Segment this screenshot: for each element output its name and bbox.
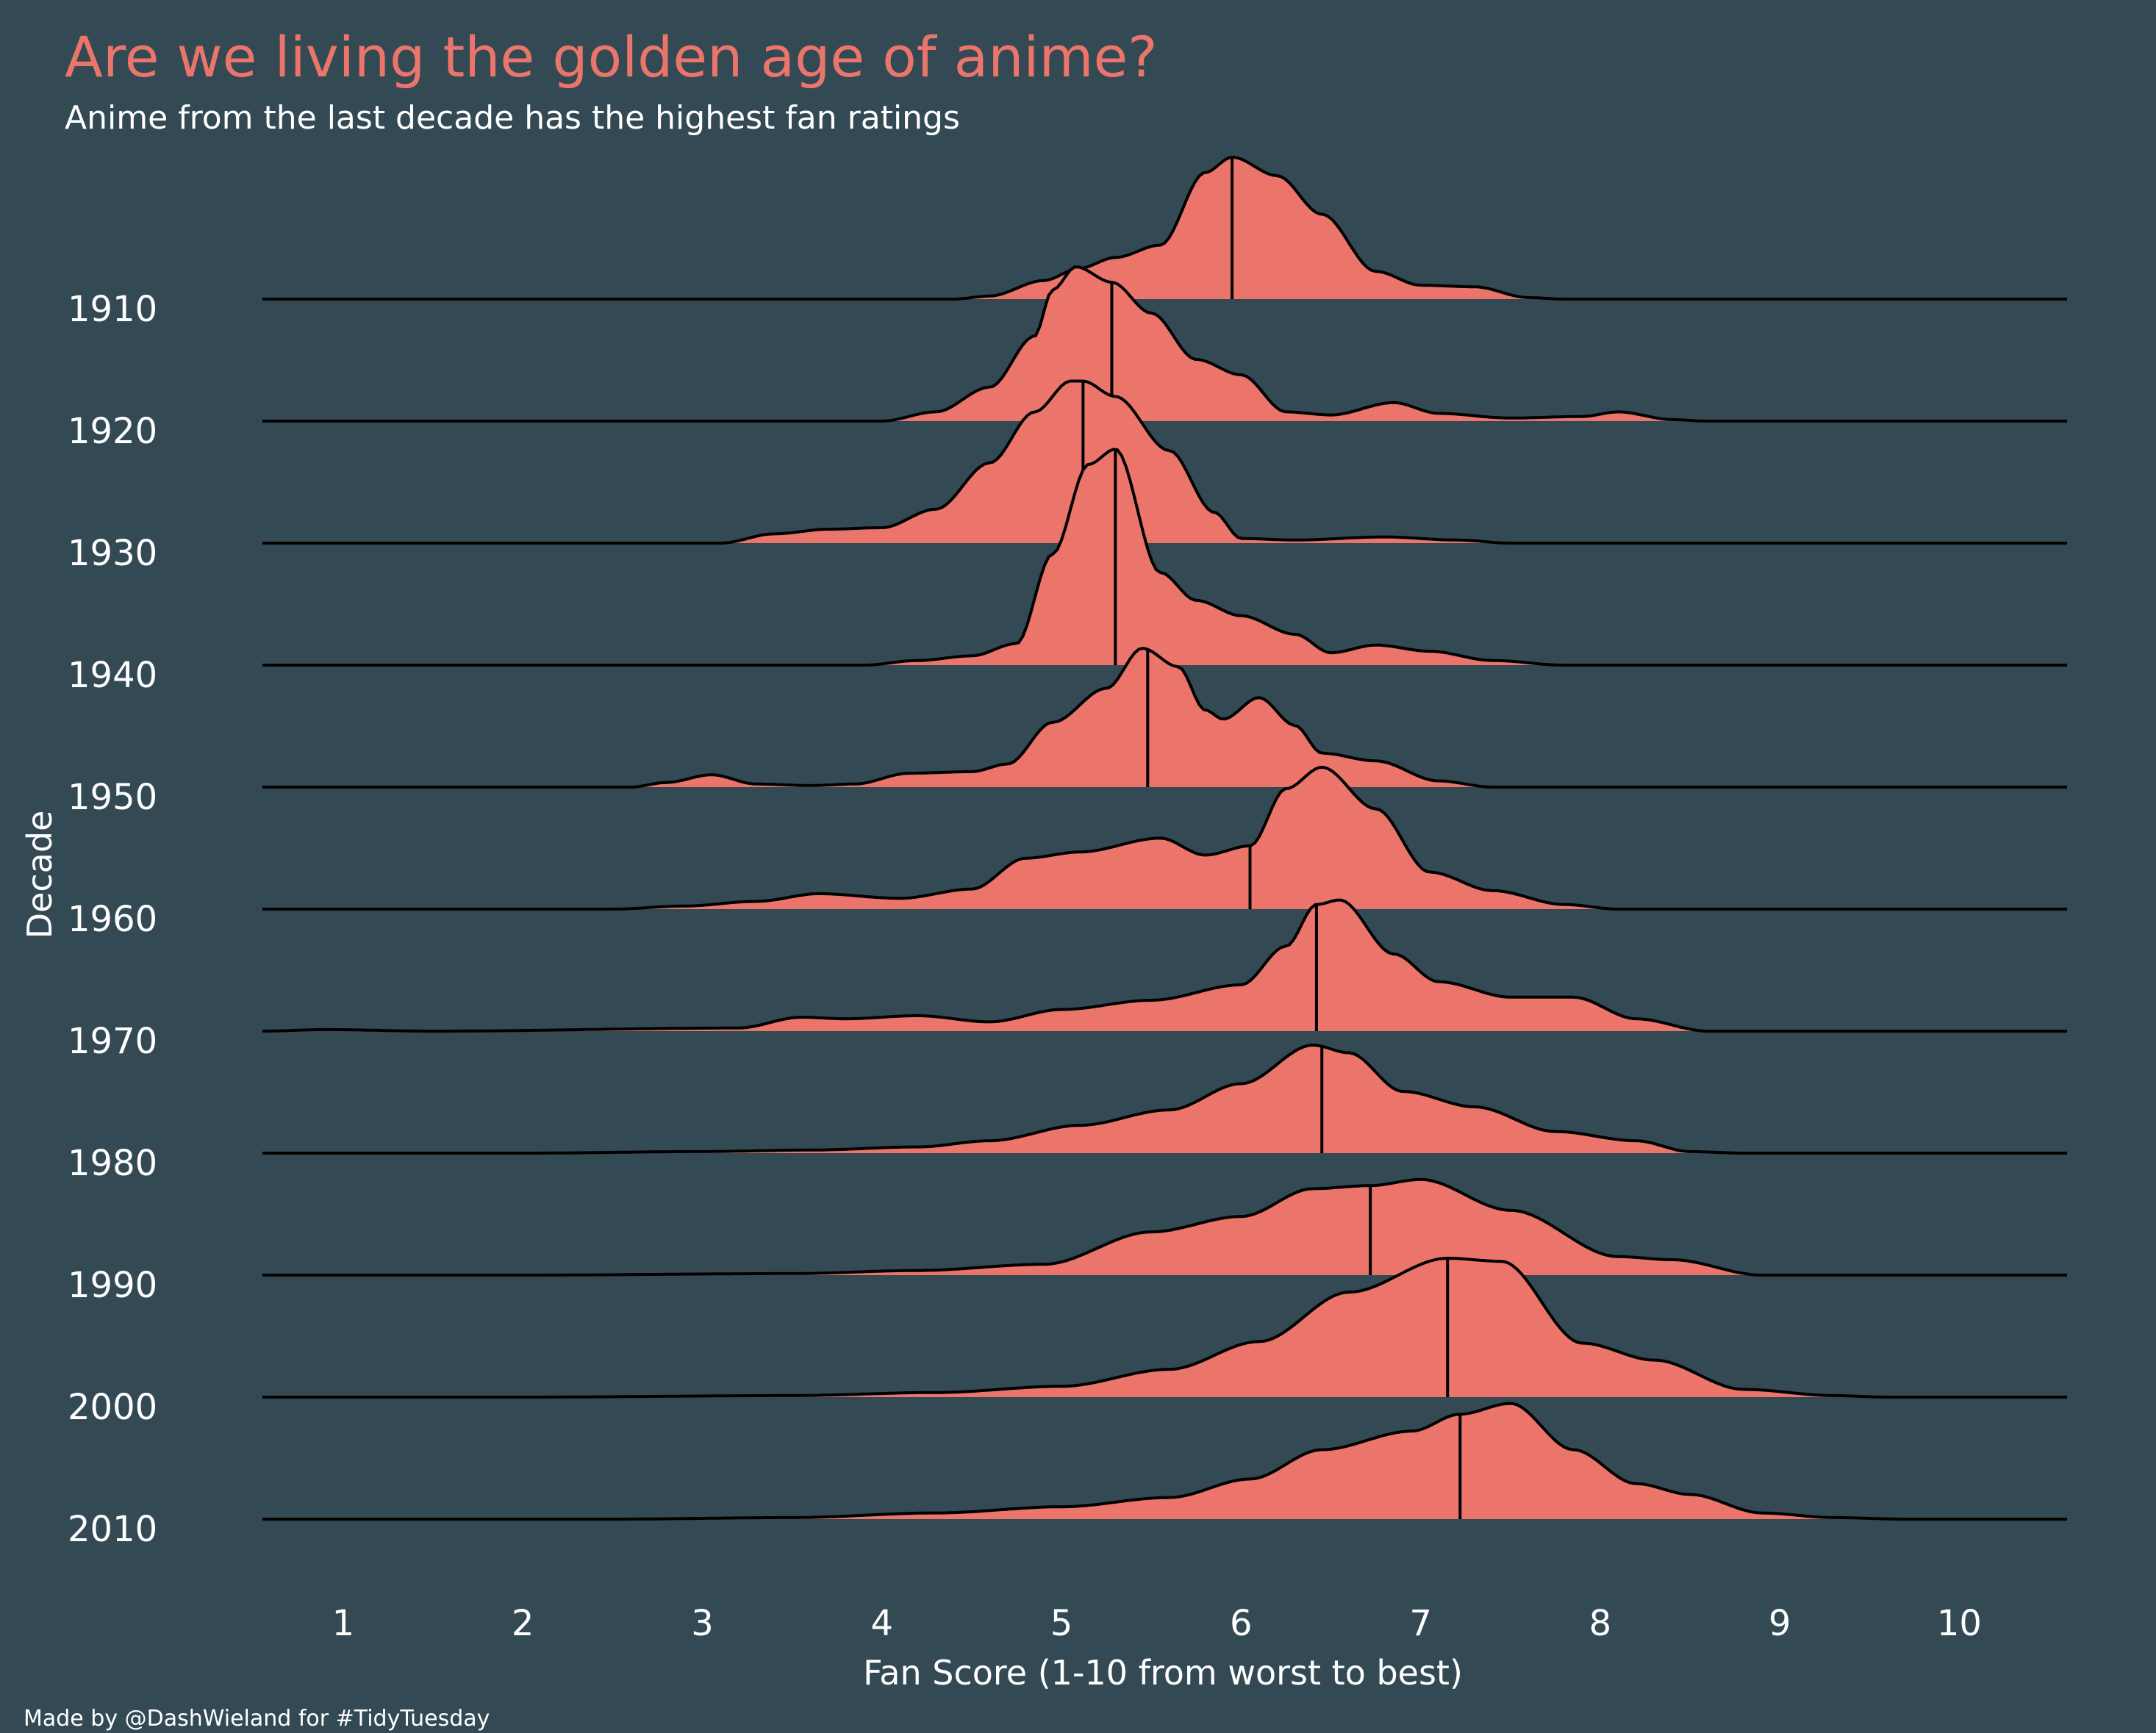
ridge-1980 <box>262 1044 2067 1155</box>
ridge-area-1920 <box>262 267 2067 421</box>
ridge-line-1990 <box>262 1177 2067 1277</box>
chart-subtitle: Anime from the last decade has the highe… <box>65 99 960 137</box>
ridge-area-1910 <box>262 157 2067 299</box>
x-tick-label-1: 1 <box>332 1603 355 1644</box>
ridge-line-1970 <box>262 898 2067 1033</box>
x-axis-ticks: 1 2 3 4 5 6 7 8 9 10 <box>332 1603 1982 1644</box>
ridge-area-2000 <box>262 1258 2067 1397</box>
ridge-2000 <box>262 1256 2067 1399</box>
y-tick-label-1940: 1940 <box>68 655 157 696</box>
y-tick-label-1970: 1970 <box>68 1021 157 1062</box>
ridge-area-1930 <box>262 381 2067 543</box>
y-tick-label-1960: 1960 <box>68 899 157 940</box>
x-tick-label-2: 2 <box>512 1603 534 1644</box>
y-tick-label-1980: 1980 <box>68 1143 157 1184</box>
ridge-area-1960 <box>262 767 2067 909</box>
x-tick-label-9: 9 <box>1769 1603 1791 1644</box>
ridge-1990 <box>262 1177 2067 1277</box>
y-tick-label-1990: 1990 <box>68 1265 157 1306</box>
x-tick-label-4: 4 <box>871 1603 894 1644</box>
ridge-line-1960 <box>262 765 2067 911</box>
y-axis-label: Decade <box>20 811 60 939</box>
ridge-area-1950 <box>262 648 2067 787</box>
ridge-1960 <box>262 765 2067 911</box>
ridge-area-1970 <box>262 900 2067 1031</box>
ridge-1950 <box>262 647 2067 789</box>
y-tick-label-1920: 1920 <box>68 411 157 452</box>
ridge-line-1940 <box>262 448 2067 667</box>
ridge-area-2010 <box>262 1403 2067 1519</box>
y-tick-label-2000: 2000 <box>68 1387 157 1428</box>
y-tick-label-1910: 1910 <box>68 289 157 330</box>
ridge-area-1980 <box>262 1045 2067 1153</box>
y-axis-ticks: 1910 1920 1930 1940 1950 1960 1970 1980 1990 2000… <box>68 289 157 1550</box>
ridge-line-2010 <box>262 1402 2067 1521</box>
y-tick-label-1950: 1950 <box>68 777 157 818</box>
caption: Made by @DashWieland for #TidyTuesday <box>24 1706 490 1732</box>
ridge-line-2000 <box>262 1256 2067 1399</box>
ridge-1910 <box>262 155 2067 301</box>
x-axis-label: Fan Score (1-10 from worst to best) <box>863 1653 1463 1693</box>
x-tick-label-6: 6 <box>1230 1603 1253 1644</box>
x-tick-label-5: 5 <box>1050 1603 1073 1644</box>
x-tick-label-3: 3 <box>691 1603 714 1644</box>
ridge-area-1990 <box>262 1179 2067 1275</box>
ridge-1940 <box>262 448 2067 667</box>
ridge-line-1930 <box>262 379 2067 545</box>
x-tick-label-10: 10 <box>1937 1603 1982 1644</box>
y-tick-label-1930: 1930 <box>68 533 157 574</box>
x-tick-label-7: 7 <box>1409 1603 1432 1644</box>
ridge-2010 <box>262 1402 2067 1521</box>
ridge-line-1910 <box>262 155 2067 301</box>
x-tick-label-8: 8 <box>1589 1603 1612 1644</box>
ridge-line-1980 <box>262 1044 2067 1155</box>
ridge-line-1950 <box>262 647 2067 789</box>
ridge-1970 <box>262 898 2067 1033</box>
chart-title: Are we living the golden age of anime? <box>65 24 1158 90</box>
ridges <box>262 155 2067 1521</box>
ridge-area-1940 <box>262 449 2067 665</box>
ridge-line-1920 <box>262 265 2067 423</box>
y-tick-label-2010: 2010 <box>68 1509 157 1550</box>
